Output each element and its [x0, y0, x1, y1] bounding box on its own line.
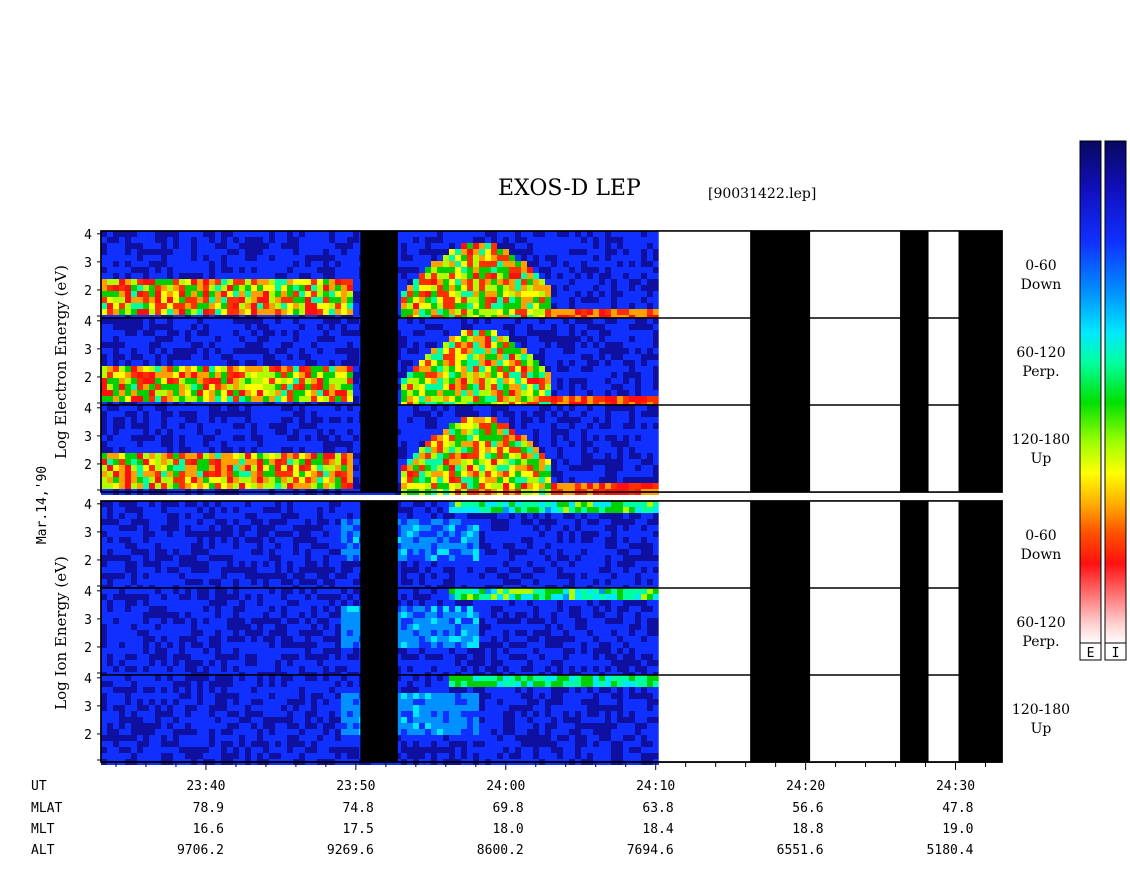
x-tick-label-ut: 24:30	[936, 779, 975, 794]
panel-label-direction: Down	[1021, 277, 1062, 293]
ion-ylabel: Log Ion Energy (eV)	[52, 556, 70, 710]
data-gap	[360, 231, 398, 318]
y-tick-label: 3	[84, 430, 92, 445]
panel-ion-1: 2 3 4	[84, 498, 1003, 591]
y-tick-label: 2	[84, 284, 92, 299]
no-data-region	[658, 501, 751, 762]
black-fill-region	[900, 501, 929, 762]
black-fill-region	[750, 501, 811, 762]
x-tick-label-alt: 9706.2	[177, 843, 224, 858]
data-gap	[360, 501, 398, 588]
panel-label-direction: Up	[1031, 451, 1052, 467]
colorbar-i	[1104, 140, 1127, 645]
y-tick-label: 4	[84, 315, 92, 330]
panel-label-range: 120-180	[1012, 702, 1070, 718]
panel-label-range: 0-60	[1025, 528, 1056, 544]
x-tick-label-mlat: 74.8	[343, 801, 374, 816]
y-tick-label: 4	[84, 672, 92, 687]
y-tick-label: 3	[84, 613, 92, 628]
data-gap	[360, 405, 398, 492]
colorbar-e	[1079, 140, 1102, 645]
x-tick-label-mlt: 18.0	[492, 822, 523, 837]
panel-electron-3: 2 3 4	[84, 402, 1003, 495]
panel-electron-2: 2 3 4	[84, 315, 1003, 408]
panel-label-range: 120-180	[1012, 432, 1070, 448]
date-label: Mar.14,'90	[35, 466, 50, 544]
panel-ion-2: 2 3 4	[84, 585, 1003, 678]
x-tick-label-ut: 24:00	[486, 779, 525, 794]
y-tick-label: 3	[84, 700, 92, 715]
panel-label-range: 60-120	[1016, 345, 1065, 361]
y-tick-label: 3	[84, 256, 92, 271]
electron-ylabel: Log Electron Energy (eV)	[52, 265, 70, 459]
file-label: [90031422.lep]	[708, 186, 817, 202]
panel-label-direction: Down	[1021, 547, 1062, 563]
x-tick-label-alt: 8600.2	[477, 843, 524, 858]
no-data-region	[810, 501, 901, 762]
x-row-label-alt: ALT	[31, 843, 55, 858]
no-data-region	[928, 231, 959, 492]
y-tick-label: 3	[84, 526, 92, 541]
y-tick-label: 4	[84, 585, 92, 600]
colorbar-label: I	[1112, 646, 1120, 661]
x-row-label-mlat: MLAT	[31, 801, 62, 816]
x-tick-label-mlt: 17.5	[343, 822, 374, 837]
panel-label-range: 0-60	[1025, 258, 1056, 274]
x-tick-label-alt: 9269.6	[327, 843, 374, 858]
x-tick-label-ut: 24:20	[786, 779, 825, 794]
black-fill-region	[750, 231, 811, 492]
y-tick-label: 2	[84, 554, 92, 569]
panel-label-direction: Up	[1031, 721, 1052, 737]
panel-label-range: 60-120	[1016, 615, 1065, 631]
no-data-region	[658, 231, 751, 492]
x-tick-label-ut: 24:10	[636, 779, 675, 794]
x-row-label-mlt: MLT	[31, 822, 55, 837]
x-tick-label-mlat: 47.8	[942, 801, 973, 816]
x-tick-label-mlt: 19.0	[942, 822, 973, 837]
y-tick-label: 4	[84, 228, 92, 243]
y-tick-label: 3	[84, 343, 92, 358]
x-tick-label-mlat: 78.9	[193, 801, 224, 816]
y-tick-label: 2	[84, 641, 92, 656]
x-tick-label-mlt: 18.4	[642, 822, 673, 837]
x-tick-label-alt: 5180.4	[927, 843, 974, 858]
x-tick-label-mlat: 63.8	[642, 801, 673, 816]
colorbar-label: E	[1087, 646, 1095, 661]
no-data-region	[928, 501, 959, 762]
plot-title: EXOS-D LEP	[498, 176, 641, 201]
x-tick-label-alt: 6551.6	[777, 843, 824, 858]
no-data-region	[810, 231, 901, 492]
black-fill-region	[900, 231, 929, 492]
y-tick-label: 2	[84, 371, 92, 386]
panel-electron-1: 2 3 4	[84, 228, 1003, 321]
x-tick-label-mlat: 69.8	[492, 801, 523, 816]
data-gap	[360, 318, 398, 405]
x-row-label-ut: UT	[31, 779, 47, 794]
y-tick-label: 4	[84, 498, 92, 513]
panel-label-direction: Perp.	[1022, 634, 1059, 650]
data-gap	[360, 675, 398, 762]
y-tick-label: 2	[84, 728, 92, 743]
x-tick-label-alt: 7694.6	[627, 843, 674, 858]
x-tick-label-mlt: 18.8	[792, 822, 823, 837]
black-fill-region	[958, 501, 1002, 762]
y-tick-label: 4	[84, 402, 92, 417]
x-tick-label-mlat: 56.6	[792, 801, 823, 816]
x-tick-label-mlt: 16.6	[193, 822, 224, 837]
data-gap	[360, 588, 398, 675]
y-tick-label: 2	[84, 458, 92, 473]
x-tick-label-ut: 23:40	[186, 779, 225, 794]
x-tick-label-ut: 23:50	[336, 779, 375, 794]
black-fill-region	[958, 231, 1002, 492]
panel-label-direction: Perp.	[1022, 364, 1059, 380]
